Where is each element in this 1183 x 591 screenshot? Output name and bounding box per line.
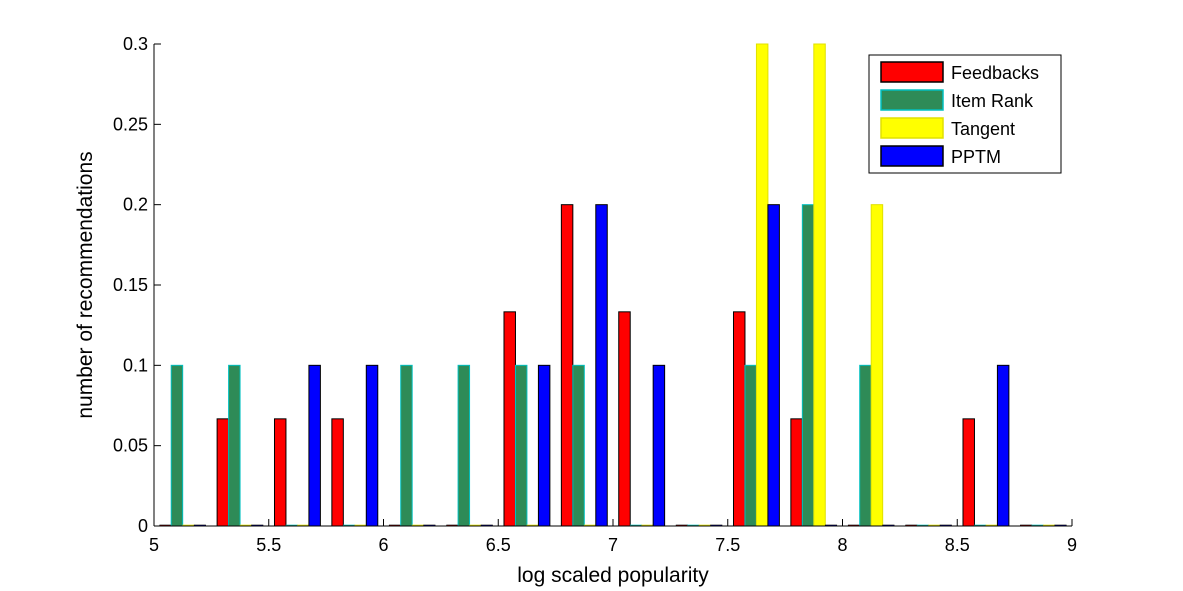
bar-feedbacks [618,311,631,527]
bar-item-rank [228,364,241,527]
y-axis-title: number of recommendations [74,151,97,418]
bar-item-rank [801,204,815,527]
y-tick-label: 0.1 [123,355,148,375]
legend-label-item-rank: Item Rank [951,91,1034,111]
y-tick-label: 0.25 [113,114,148,134]
bar-feedbacks [503,311,516,527]
bar-feedbacks [962,418,975,527]
legend-label-tangent: Tangent [951,119,1015,139]
bar-pptm [537,364,551,527]
bar-pptm [767,204,780,527]
x-tick-label: 7 [608,535,618,555]
legend-swatch-item-rank [880,89,944,111]
bar-pptm [996,364,1010,527]
legend-label-feedbacks: Feedbacks [951,63,1039,83]
bar-tangent [755,43,769,527]
bar-pptm [365,364,379,527]
x-tick-label: 7.5 [715,535,740,555]
x-tick-label: 5.5 [256,535,281,555]
bar-item-rank [457,364,471,527]
bar-feedbacks [216,418,230,527]
ticks-layer: 5 5.5 6 6.5 7 7.5 8 8.5 9 0 0.05 0.1 0.15 0.2 0.25 0.3 [113,34,1077,555]
bar-item-rank [514,364,528,527]
bar-pptm [652,364,666,527]
x-tick-label: 6.5 [486,535,511,555]
x-tick-label: 8 [837,535,847,555]
legend: Feedbacks Item Rank Tangent PPTM [868,54,1062,174]
bar-item-rank [572,364,585,527]
bar-item-rank [744,364,757,527]
bar-feedbacks [331,418,344,527]
bar-tangent [870,204,884,527]
legend-swatch-tangent [880,117,944,139]
bar-tangent [813,43,826,527]
x-tick-label: 5 [149,535,159,555]
legend-swatch-pptm [880,145,944,167]
bar-item-rank [859,364,872,527]
bar-feedbacks [732,311,746,527]
x-tick-label: 6 [378,535,388,555]
bar-feedbacks [273,418,287,527]
legend-label-pptm: PPTM [951,147,1001,167]
x-tick-label: 9 [1067,535,1077,555]
y-tick-label: 0.2 [123,195,148,215]
y-tick-label: 0.05 [113,436,148,456]
bar-pptm [308,364,321,527]
bar-feedbacks [790,418,803,527]
x-axis-title: log scaled popularity [517,564,709,587]
y-tick-label: 0.3 [123,34,148,54]
bar-item-rank [400,364,413,527]
y-tick-label: 0 [138,516,148,536]
bar-item-rank [170,364,184,527]
bar-pptm [595,204,608,527]
y-tick-label: 0.15 [113,275,148,295]
x-tick-label: 8.5 [945,535,970,555]
legend-swatch-feedbacks [880,61,944,83]
bar-feedbacks [560,204,574,527]
